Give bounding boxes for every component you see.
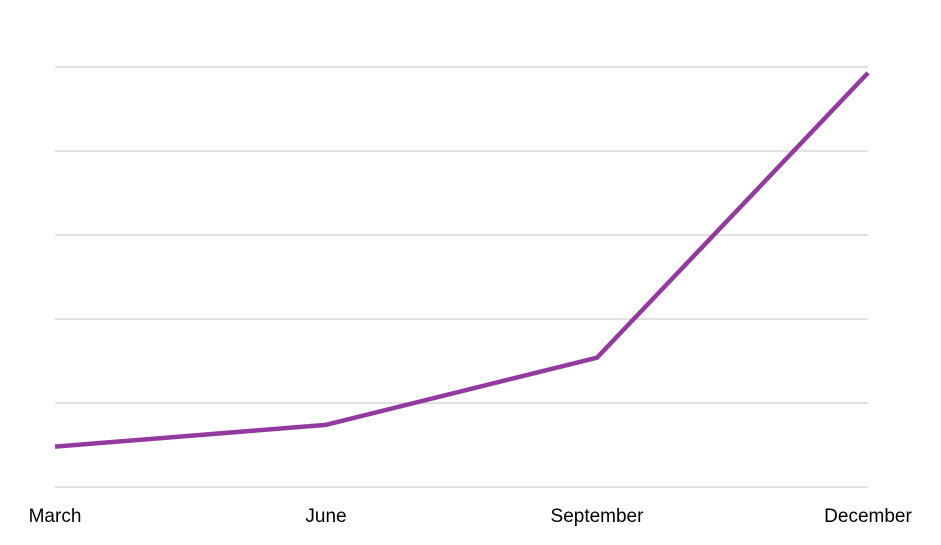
x-tick-label: March [29,506,82,527]
x-tick-label: December [824,506,912,527]
x-tick-label: June [305,506,346,527]
line-series [54,71,870,449]
x-tick-label: September [551,506,645,527]
